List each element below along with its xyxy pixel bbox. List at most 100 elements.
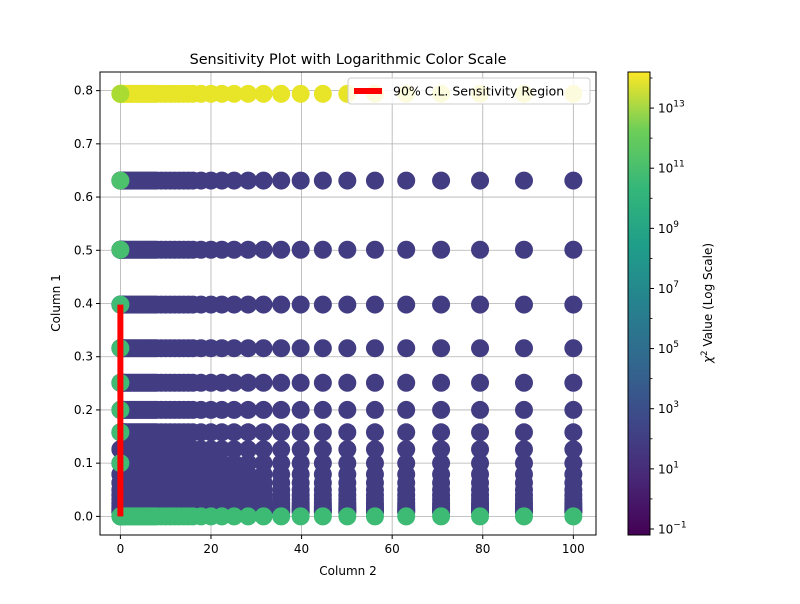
data-point	[432, 339, 451, 358]
data-point	[365, 171, 384, 190]
colorbar-ticks: 10−1 101 103 105 107 109 1011 1013	[650, 77, 687, 536]
data-point	[313, 240, 332, 259]
data-point	[313, 339, 332, 358]
data-point	[225, 400, 244, 419]
data-point	[291, 295, 310, 314]
data-point	[365, 507, 384, 526]
data-point	[432, 440, 451, 459]
data-point	[397, 339, 416, 358]
y-tick-label: 0.8	[74, 84, 93, 98]
data-point	[272, 423, 291, 442]
data-point	[397, 400, 416, 419]
x-tick-label: 20	[203, 542, 218, 556]
colorbar-tick-label: 107	[658, 280, 679, 296]
data-point	[254, 423, 273, 442]
data-point	[111, 240, 130, 259]
data-point	[564, 240, 583, 259]
data-point	[338, 339, 357, 358]
colorbar-tick-label: 1011	[658, 160, 685, 176]
legend: 90% C.L. Sensitivity Region	[347, 77, 591, 105]
data-point	[365, 373, 384, 392]
y-axis-ticks: 0.0 0.1 0.2 0.3 0.4 0.5 0.6 0.7 0.8	[74, 84, 100, 523]
data-point	[365, 240, 384, 259]
data-point	[225, 339, 244, 358]
data-point	[397, 423, 416, 442]
data-point	[291, 84, 310, 103]
data-point	[239, 240, 258, 259]
data-point	[272, 373, 291, 392]
data-point	[239, 440, 258, 459]
data-point	[313, 400, 332, 419]
data-point	[564, 423, 583, 442]
data-point	[564, 400, 583, 419]
colorbar-gradient	[627, 71, 651, 536]
data-point	[272, 400, 291, 419]
data-point	[397, 171, 416, 190]
data-point	[471, 373, 490, 392]
legend-box	[347, 77, 591, 105]
data-point	[365, 423, 384, 442]
colorbar-tick-label: 101	[658, 460, 679, 476]
data-point	[254, 171, 273, 190]
data-point	[432, 423, 451, 442]
y-tick-label: 0.0	[74, 509, 93, 523]
data-point	[254, 84, 273, 103]
data-point	[313, 295, 332, 314]
data-point	[291, 240, 310, 259]
data-point	[291, 171, 310, 190]
data-point	[397, 295, 416, 314]
data-point	[111, 84, 130, 103]
data-point	[272, 295, 291, 314]
x-axis-ticks: 0 20 40 60 80 100	[117, 535, 585, 556]
data-point	[254, 339, 273, 358]
data-point	[564, 295, 583, 314]
data-point	[338, 423, 357, 442]
data-point	[432, 171, 451, 190]
colorbar: 10−1 101 103 105 107 109 1011 1013 χ2 Value (Lo…	[627, 71, 715, 536]
data-point	[272, 507, 291, 526]
data-point	[239, 339, 258, 358]
colorbar-tick-label: 109	[658, 220, 679, 236]
data-point	[365, 339, 384, 358]
data-point	[514, 240, 533, 259]
data-point	[291, 507, 310, 526]
data-point	[471, 423, 490, 442]
data-point	[225, 84, 244, 103]
data-point	[291, 339, 310, 358]
data-point	[432, 507, 451, 526]
data-point	[313, 440, 332, 459]
data-point	[514, 400, 533, 419]
data-point	[471, 507, 490, 526]
data-point	[313, 507, 332, 526]
data-point	[254, 240, 273, 259]
data-point	[471, 171, 490, 190]
colorbar-label-rest: Value (Log Scale)	[701, 243, 715, 350]
data-point	[225, 440, 244, 459]
colorbar-tick-label: 103	[658, 400, 679, 416]
data-point	[514, 171, 533, 190]
data-point	[471, 240, 490, 259]
data-point	[313, 423, 332, 442]
data-point	[111, 171, 130, 190]
data-point	[239, 507, 258, 526]
data-point	[338, 373, 357, 392]
data-point	[432, 373, 451, 392]
data-point	[514, 423, 533, 442]
data-point	[432, 240, 451, 259]
data-point	[397, 240, 416, 259]
data-point	[338, 507, 357, 526]
data-point	[291, 440, 310, 459]
data-point	[338, 240, 357, 259]
scatter-points	[111, 84, 583, 526]
colorbar-label-sup: 2	[700, 350, 710, 355]
legend-label: 90% C.L. Sensitivity Region	[393, 84, 564, 99]
x-tick-label: 40	[294, 542, 309, 556]
x-tick-label: 80	[475, 542, 490, 556]
colorbar-label-chi: χ	[701, 355, 715, 364]
data-point	[239, 295, 258, 314]
data-point	[338, 440, 357, 459]
data-point	[564, 440, 583, 459]
data-point	[338, 171, 357, 190]
